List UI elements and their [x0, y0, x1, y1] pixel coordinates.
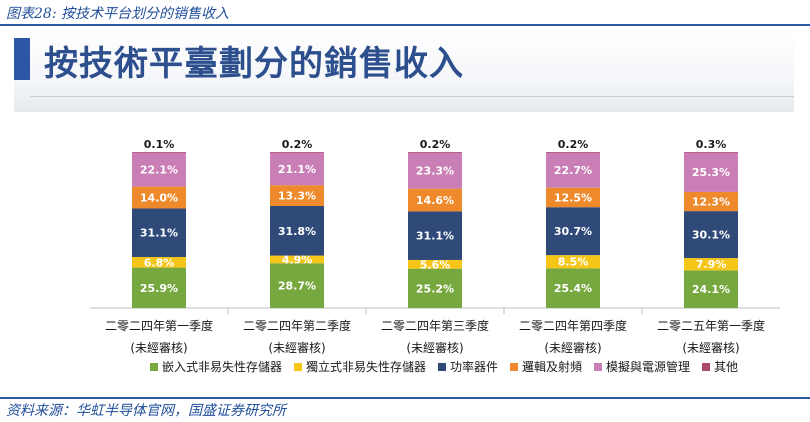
- bar-segment: [270, 255, 324, 264]
- legend-label: 其他: [714, 360, 738, 374]
- x-tick-sublabel: (未經審核): [130, 340, 187, 355]
- bar-segment: [132, 208, 186, 257]
- title-accent-bar: [14, 38, 30, 80]
- data-label: 25.2%: [416, 282, 454, 295]
- bar-segment: [546, 152, 600, 188]
- data-label: 12.5%: [554, 191, 592, 204]
- data-label-top: 0.2%: [420, 138, 451, 151]
- source-note: 资料来源：华虹半导体官网，国盛证券研究所: [6, 403, 286, 419]
- bar-segment: [684, 258, 738, 271]
- data-label: 24.1%: [692, 283, 730, 296]
- data-label: 6.8%: [144, 256, 175, 269]
- bar-segment: [684, 152, 738, 153]
- data-label: 25.3%: [692, 166, 730, 179]
- bar-segment: [132, 267, 186, 308]
- legend-swatch: [150, 363, 158, 371]
- bar-segment: [546, 187, 600, 208]
- title-banner: [14, 30, 794, 112]
- data-label: 22.1%: [140, 163, 178, 176]
- legend-label: 邏輯及射頻: [522, 359, 582, 374]
- data-label: 22.7%: [554, 164, 592, 177]
- figure-caption: 图表28: 按技术平台划分的销售收入: [6, 6, 229, 22]
- data-label-top: 0.1%: [144, 138, 175, 151]
- legend-swatch: [294, 363, 302, 371]
- bar-segment: [546, 255, 600, 269]
- data-label-top: 0.3%: [696, 138, 727, 151]
- data-label: 31.8%: [278, 225, 316, 238]
- bar-segment: [132, 152, 186, 187]
- bar-segment: [270, 152, 324, 153]
- legend-swatch: [594, 363, 602, 371]
- legend-label: 模擬與電源管理: [606, 359, 690, 374]
- chart-title: 按技術平臺劃分的銷售收入: [44, 44, 464, 84]
- data-label: 14.6%: [416, 194, 454, 207]
- bar-segment: [684, 211, 738, 259]
- data-label: 30.1%: [692, 229, 730, 242]
- data-label: 7.9%: [696, 258, 727, 271]
- legend-label: 嵌入式非易失性存儲器: [162, 359, 282, 374]
- x-tick-sublabel: (未經審核): [682, 340, 739, 355]
- bar-segment: [546, 268, 600, 308]
- bar-segment: [132, 186, 186, 209]
- bar-segment: [270, 205, 324, 256]
- data-label-top: 0.2%: [282, 138, 313, 151]
- data-label: 31.1%: [416, 230, 454, 243]
- bar-segment: [408, 268, 462, 308]
- bar-segment: [408, 211, 462, 260]
- x-tick-label: 二零二四年第三季度: [381, 318, 489, 333]
- x-tick-sublabel: (未經審核): [544, 340, 601, 355]
- data-label: 21.1%: [278, 163, 316, 176]
- legend-label: 獨立式非易失性存儲器: [306, 359, 426, 374]
- bar-segment: [546, 152, 600, 153]
- data-label-top: 0.2%: [558, 138, 589, 151]
- bar-segment: [132, 256, 186, 268]
- data-label: 14.0%: [140, 192, 178, 205]
- bar-segment: [270, 152, 324, 186]
- data-label: 8.5%: [558, 256, 589, 269]
- banner-underline: [30, 96, 794, 97]
- x-tick-label: 二零二四年第一季度: [105, 318, 213, 333]
- data-label: 23.3%: [416, 164, 454, 177]
- data-label: 5.6%: [420, 258, 451, 271]
- legend-swatch: [438, 363, 446, 371]
- data-label: 30.7%: [554, 225, 592, 238]
- data-label: 4.9%: [282, 253, 313, 266]
- x-tick-label: 二零二五年第一季度: [657, 318, 765, 333]
- data-label: 13.3%: [278, 190, 316, 203]
- bar-segment: [408, 152, 462, 189]
- data-label: 25.4%: [554, 282, 592, 295]
- bar-segment: [684, 191, 738, 212]
- legend-label: 功率器件: [450, 359, 498, 374]
- legend-swatch: [510, 363, 518, 371]
- bar-segment: [546, 207, 600, 256]
- bar-segment: [270, 263, 324, 308]
- bar-segment: [408, 152, 462, 153]
- bar-segment: [270, 185, 324, 206]
- x-tick-label: 二零二四年第四季度: [519, 318, 627, 333]
- legend-swatch: [702, 363, 710, 371]
- data-label: 25.9%: [140, 282, 178, 295]
- bar-segment: [408, 259, 462, 269]
- data-label: 28.7%: [278, 280, 316, 293]
- bar-segment: [684, 270, 738, 308]
- x-tick-sublabel: (未經審核): [406, 340, 463, 355]
- bar-segment: [408, 188, 462, 212]
- footer-divider: [0, 397, 810, 399]
- x-tick-label: 二零二四年第二季度: [243, 318, 351, 333]
- bar-segment: [684, 152, 738, 192]
- data-label: 31.1%: [140, 227, 178, 240]
- data-label: 12.3%: [692, 196, 730, 209]
- caption-divider: [0, 24, 810, 26]
- x-tick-sublabel: (未經審核): [268, 340, 325, 355]
- bar-segment: [132, 152, 186, 153]
